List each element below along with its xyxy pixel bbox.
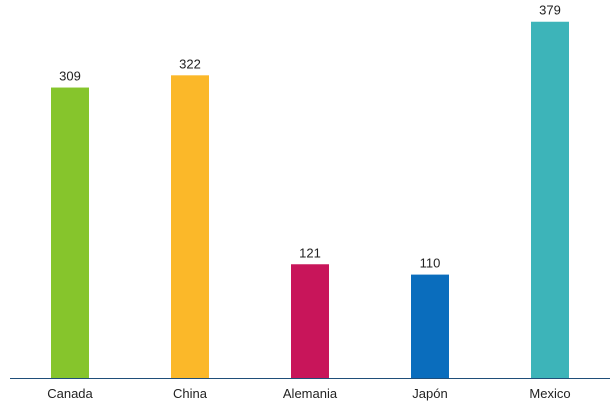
x-tick-label-0: Canada xyxy=(47,386,93,401)
x-tick-label-3: Japón xyxy=(412,386,447,401)
bar-4 xyxy=(531,21,569,379)
x-tick-label-2: Alemania xyxy=(283,386,338,401)
data-label-2: 121 xyxy=(299,245,321,260)
x-tick-label-1: China xyxy=(173,386,208,401)
bar-2 xyxy=(291,264,329,378)
value-labels-group: 309 322 121 110 379 xyxy=(59,3,561,271)
data-label-0: 309 xyxy=(59,69,81,84)
bars-group xyxy=(51,21,569,379)
bar-1 xyxy=(171,75,209,378)
bar-3 xyxy=(411,274,449,378)
category-labels-group: Canada China Alemania Japón Mexico xyxy=(47,386,570,401)
x-tick-label-4: Mexico xyxy=(529,386,570,401)
data-label-1: 322 xyxy=(179,56,201,71)
bar-0 xyxy=(51,87,89,378)
data-label-4: 379 xyxy=(539,3,561,18)
data-label-3: 110 xyxy=(420,256,441,271)
